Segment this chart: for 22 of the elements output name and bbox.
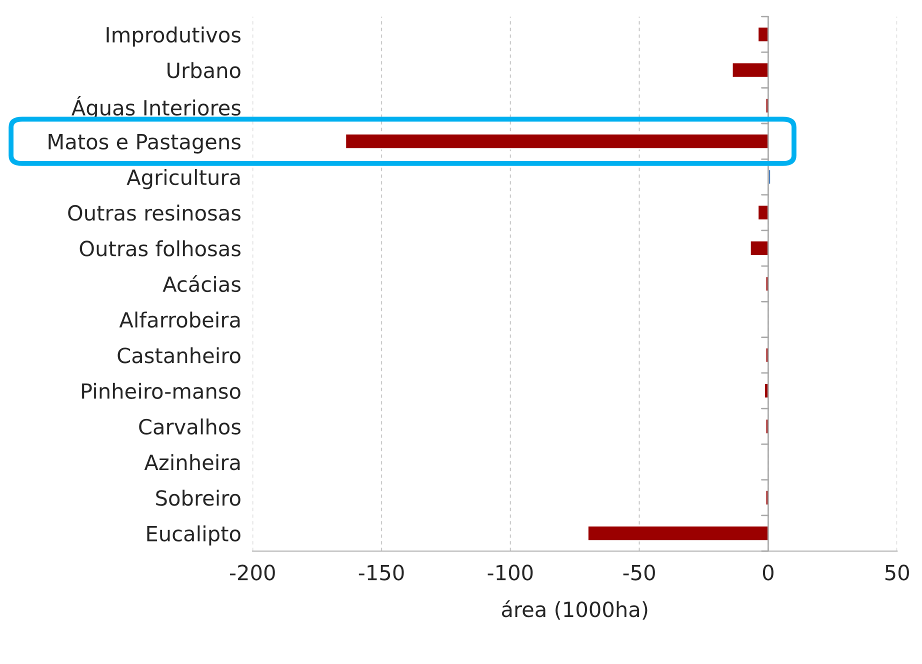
x-tick-label: -100 — [488, 564, 533, 580]
y-tick-label: Urbano — [168, 62, 240, 78]
y-tick-label: Improdutivos — [106, 26, 240, 47]
y-tick-label: Outras resinosas — [68, 204, 241, 221]
y-tick-label: Azinheira — [144, 454, 240, 470]
y-tick-label: Eucalipto — [147, 525, 240, 546]
x-tick-label: -150 — [358, 564, 404, 580]
y-tick-label: Alfarrobeira — [119, 312, 240, 328]
y-tick-label: Acácias — [162, 275, 240, 292]
y-tick-label: Castanheiro — [118, 347, 240, 364]
y-tick-label: Sobreiro — [156, 490, 240, 506]
y-tick-label: Agricultura — [126, 169, 240, 190]
y-tick-label: Outras folhosas — [80, 240, 241, 256]
y-tick-label: Matos e Pastagens — [48, 134, 241, 154]
y-tick-label: Carvalhos — [139, 418, 240, 435]
y-tick-label: Pinheiro-manso — [82, 382, 240, 399]
x-tick-label: 0 — [762, 564, 774, 580]
y-tick-label: Águas Interiores — [72, 96, 240, 120]
x-tick-label: 50 — [885, 564, 909, 580]
x-tick-label: -50 — [623, 564, 655, 580]
x-tick-label: -200 — [230, 564, 275, 580]
x-axis-title: área (1000ha) — [502, 600, 648, 620]
